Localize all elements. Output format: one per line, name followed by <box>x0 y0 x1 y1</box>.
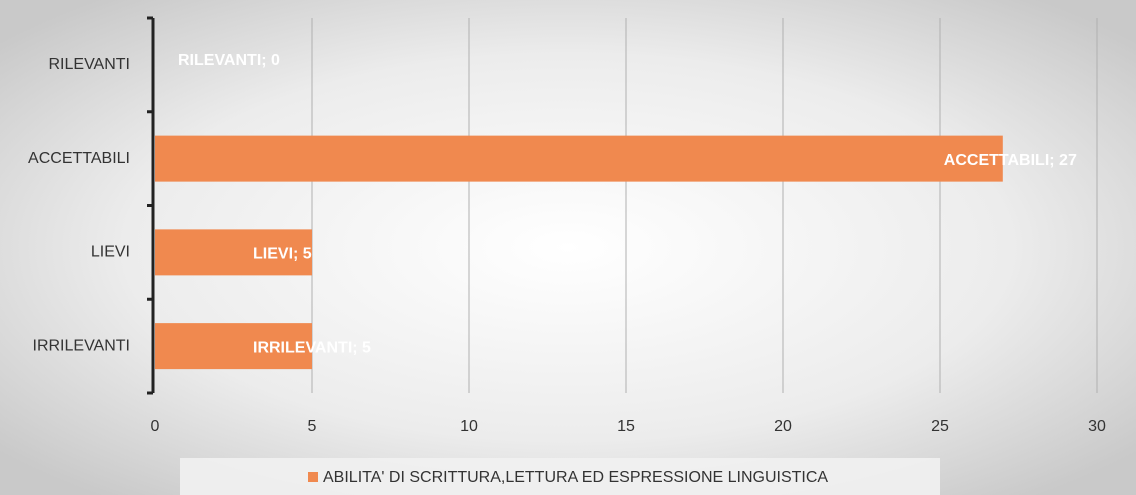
legend-label: ABILITA' DI SCRITTURA,LETTURA ED ESPRESS… <box>323 469 828 486</box>
legend-swatch <box>308 472 318 482</box>
bar <box>155 229 312 276</box>
bar <box>155 135 1003 182</box>
bar <box>155 323 312 370</box>
data-label: IRRILEVANTI; 5 <box>253 339 371 356</box>
y-tick-label: IRRILEVANTI <box>33 337 131 354</box>
y-tick-label: ACCETTABILI <box>28 150 130 167</box>
x-tick-label: 10 <box>460 418 478 435</box>
y-tick-label: RILEVANTI <box>49 56 131 73</box>
data-label: ACCETTABILI; 27 <box>944 152 1077 169</box>
y-tick-label: LIEVI <box>91 244 130 261</box>
x-tick-label: 0 <box>151 418 160 435</box>
data-label: RILEVANTI; 0 <box>178 52 280 69</box>
x-tick-label: 20 <box>774 418 792 435</box>
x-tick-label: 15 <box>617 418 635 435</box>
legend-box <box>180 458 940 495</box>
x-tick-label: 5 <box>308 418 317 435</box>
x-tick-label: 30 <box>1088 418 1106 435</box>
data-label: LIEVI; 5 <box>253 246 312 263</box>
x-tick-label: 25 <box>931 418 949 435</box>
